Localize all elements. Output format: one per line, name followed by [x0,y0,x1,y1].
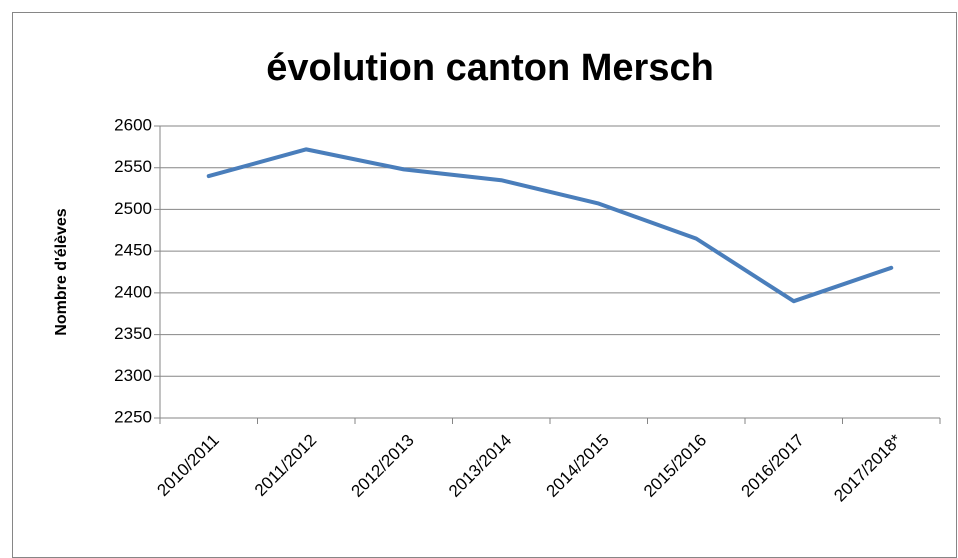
y-tick-label: 2550 [114,157,152,176]
y-axis-label: Nombre d'élèves [53,208,70,336]
chart-title: évolution canton Mersch [266,47,714,89]
chart-frame [12,12,957,558]
y-tick-label: 2300 [114,366,152,385]
y-tick-label: 2600 [114,115,152,134]
data-line [206,147,894,304]
y-tick-label: 2350 [114,324,152,343]
y-tick-label: 2450 [114,241,152,260]
y-tick-label: 2500 [114,199,152,218]
y-tick-label: 2400 [114,282,152,301]
y-tick-label: 2250 [114,407,152,426]
